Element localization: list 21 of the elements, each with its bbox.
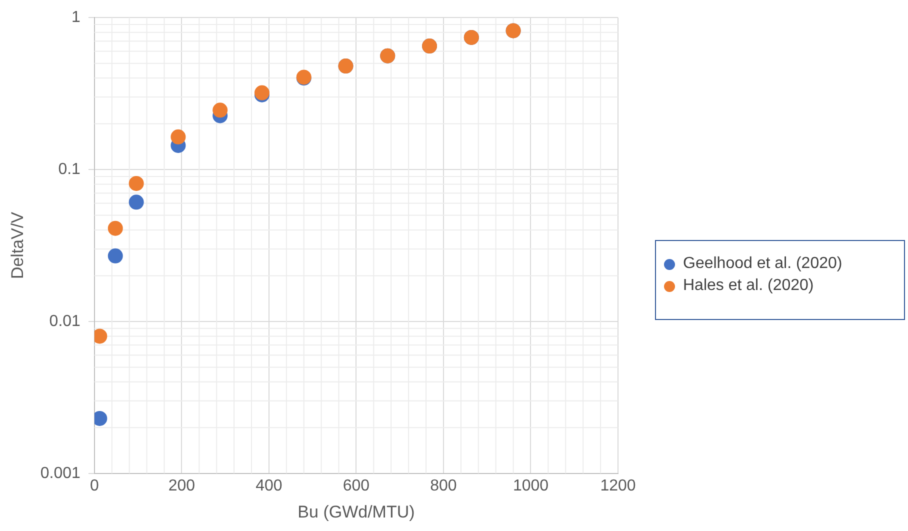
point [128, 194, 144, 210]
point [170, 129, 186, 144]
point [108, 248, 123, 264]
y-tick-label: 0.01 [49, 312, 81, 330]
x-tick-label: 1000 [512, 477, 549, 494]
point [212, 102, 228, 118]
y-tick-label: 0.001 [40, 464, 81, 482]
x-tick-label: 600 [342, 477, 370, 494]
legend-label: Geelhood et al. (2020) [683, 255, 842, 273]
point [108, 220, 123, 236]
y-tick-label: 1 [72, 9, 81, 26]
x-tick-label: 0 [90, 477, 99, 494]
x-tick-label: 800 [430, 477, 457, 494]
y-tick-label: 0.1 [58, 160, 81, 178]
x-tick-label: 200 [168, 477, 196, 494]
x-axis-title: Bu (GWd/MTU) [298, 502, 415, 522]
y-axis-title: DeltaV/V [8, 211, 27, 280]
x-tick-label: 400 [256, 477, 282, 494]
x-tick-label: 1200 [600, 477, 636, 494]
point [128, 176, 144, 191]
legend-label: Hales et al. (2020) [683, 277, 814, 295]
